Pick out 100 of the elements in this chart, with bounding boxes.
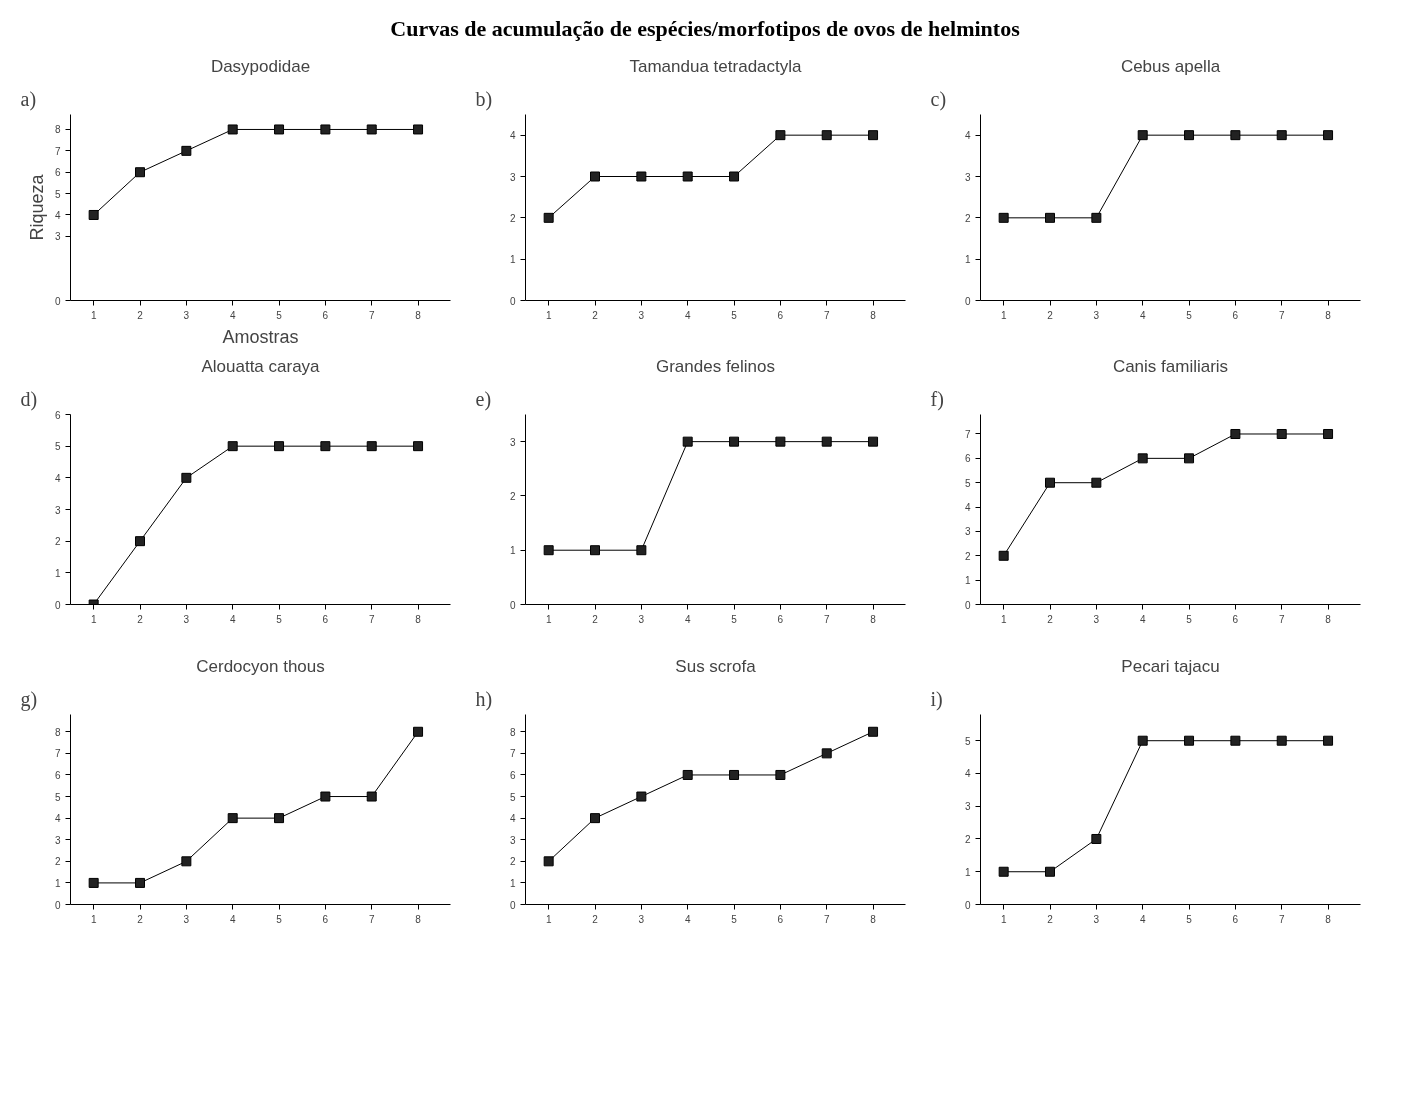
- x-tick-label: 3: [638, 309, 645, 321]
- x-tick-label: 7: [1278, 309, 1285, 321]
- x-tick-label: 8: [415, 613, 422, 625]
- x-tick-label: 1: [545, 613, 552, 625]
- x-tick-label: 8: [1325, 309, 1332, 321]
- y-tick-label: 2: [964, 213, 971, 225]
- x-tick-label: 7: [823, 309, 830, 321]
- y-tick-label: 3: [509, 437, 516, 449]
- x-tick-label: 4: [1139, 613, 1146, 625]
- chart-title: Alouatta caraya: [201, 356, 321, 376]
- y-tick-label: 5: [964, 478, 971, 490]
- x-tick-label: 3: [183, 613, 190, 625]
- text: i): [930, 687, 943, 711]
- y-tick-label: 5: [54, 189, 61, 201]
- text: e): [475, 387, 492, 411]
- y-tick-label: 0: [964, 599, 971, 611]
- x-tick-label: 5: [276, 613, 283, 625]
- text: b): [475, 87, 493, 111]
- y-tick-label: 1: [509, 254, 516, 266]
- x-tick-label: 7: [823, 913, 830, 925]
- x-tick-label: 5: [731, 913, 738, 925]
- y-tick-label: 2: [509, 213, 516, 225]
- x-tick-label: 1: [90, 613, 97, 625]
- x-tick-label: 2: [137, 913, 144, 925]
- x-tick-label: 4: [229, 613, 236, 625]
- x-tick-label: 4: [1139, 309, 1146, 321]
- x-tick-label: 7: [368, 309, 375, 321]
- y-tick-label: 0: [54, 599, 61, 611]
- x-tick-label: 4: [229, 309, 236, 321]
- text: Curvas de acumulação de espécies/morfotipos de ovos de helmintos: [390, 15, 1020, 43]
- x-tick-label: 1: [90, 913, 97, 925]
- x-tick-label: 3: [183, 309, 190, 321]
- x-tick-label: 8: [870, 613, 877, 625]
- text: f): [930, 387, 944, 411]
- chart-title: Canis familiaris: [1112, 356, 1229, 376]
- x-tick-label: 3: [1093, 613, 1100, 625]
- y-tick-label: 3: [964, 801, 971, 813]
- x-tick-label: 7: [368, 913, 375, 925]
- x-tick-label: 5: [1186, 613, 1193, 625]
- y-tick-label: 0: [54, 899, 61, 911]
- y-tick-label: 1: [509, 878, 516, 890]
- x-tick-label: 6: [777, 613, 784, 625]
- text: h): [475, 687, 493, 711]
- y-tick-label: 4: [964, 502, 971, 514]
- y-tick-label: 1: [964, 575, 971, 587]
- y-tick-label: 6: [54, 770, 61, 782]
- x-tick-label: 5: [731, 309, 738, 321]
- y-tick-label: 6: [964, 453, 971, 465]
- y-tick-label: 4: [54, 210, 61, 222]
- y-tick-label: 5: [509, 791, 516, 803]
- y-tick-label: 1: [54, 568, 61, 580]
- chart-title: Grandes felinos: [655, 356, 776, 376]
- y-tick-label: 0: [509, 899, 516, 911]
- x-tick-label: 6: [1232, 309, 1239, 321]
- x-tick-label: 1: [545, 913, 552, 925]
- y-tick-label: 6: [54, 409, 61, 421]
- y-tick-label: 6: [509, 770, 516, 782]
- x-tick-label: 6: [1232, 613, 1239, 625]
- y-axis-title: Riqueza: [26, 173, 47, 241]
- x-tick-label: 4: [684, 309, 691, 321]
- x-axis-title: Amostras: [222, 326, 299, 347]
- y-tick-label: 2: [964, 834, 971, 846]
- y-tick-label: 2: [509, 491, 516, 503]
- y-tick-label: 1: [964, 254, 971, 266]
- x-tick-label: 2: [592, 613, 599, 625]
- x-tick-label: 6: [322, 613, 329, 625]
- x-tick-label: 6: [322, 309, 329, 321]
- y-tick-label: 0: [964, 899, 971, 911]
- text: a): [20, 87, 37, 111]
- x-tick-label: 8: [415, 309, 422, 321]
- x-tick-label: 2: [592, 309, 599, 321]
- x-tick-label: 2: [1047, 913, 1054, 925]
- x-tick-label: 6: [322, 913, 329, 925]
- x-tick-label: 2: [592, 913, 599, 925]
- x-tick-label: 7: [368, 613, 375, 625]
- x-tick-label: 5: [1186, 309, 1193, 321]
- x-tick-label: 1: [1000, 913, 1007, 925]
- x-tick-label: 5: [1186, 913, 1193, 925]
- x-tick-label: 1: [1000, 613, 1007, 625]
- y-tick-label: 3: [964, 526, 971, 538]
- y-tick-label: 7: [54, 146, 61, 158]
- y-tick-label: 4: [54, 473, 61, 485]
- chart-title: Pecari tajacu: [1121, 656, 1220, 676]
- x-tick-label: 2: [1047, 613, 1054, 625]
- x-tick-label: 5: [731, 613, 738, 625]
- y-tick-label: 6: [54, 167, 61, 179]
- y-tick-label: 3: [964, 171, 971, 183]
- chart-title: Dasypodidae: [210, 56, 311, 76]
- x-tick-label: 3: [183, 913, 190, 925]
- x-tick-label: 5: [276, 309, 283, 321]
- chart-title: Tamandua tetradactyla: [629, 56, 803, 76]
- x-tick-label: 7: [1278, 613, 1285, 625]
- x-tick-label: 8: [415, 913, 422, 925]
- chart-title: Sus scrofa: [675, 656, 757, 676]
- y-tick-label: 5: [54, 441, 61, 453]
- y-tick-label: 5: [964, 736, 971, 748]
- y-tick-label: 4: [509, 130, 516, 142]
- y-tick-label: 7: [54, 748, 61, 760]
- y-tick-label: 2: [54, 856, 61, 868]
- y-tick-label: 3: [509, 835, 516, 847]
